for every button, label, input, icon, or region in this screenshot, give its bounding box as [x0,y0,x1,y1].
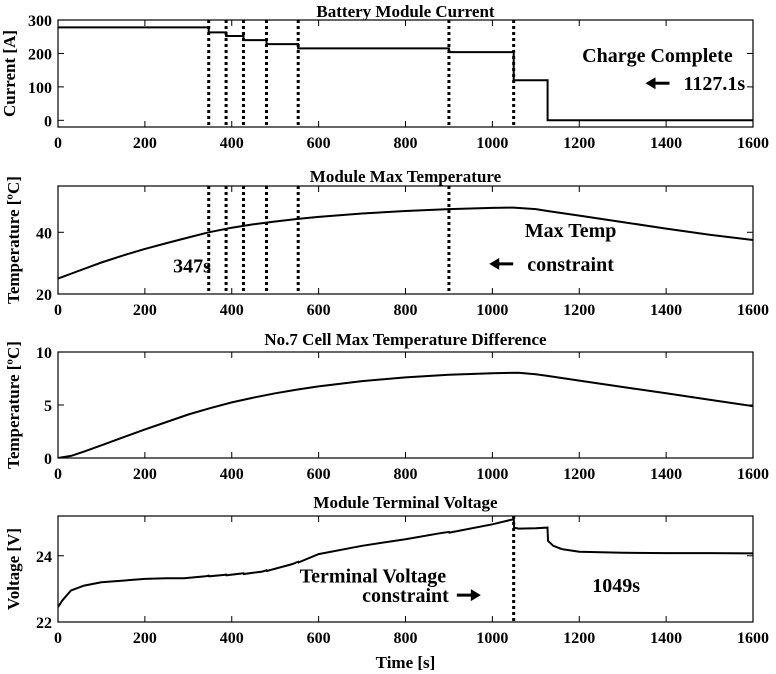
y-axis-label: Voltage [V] [4,528,23,610]
annotation-text: 347s [173,255,211,277]
y-tick-label: 300 [28,13,52,30]
annotation-text: 1049s [592,575,640,597]
y-tick-label: 40 [36,225,52,242]
series-line-0 [58,26,753,122]
x-tick-label: 1600 [737,466,769,483]
x-tick-label: 200 [133,135,157,152]
x-tick-label: 1200 [563,302,595,319]
x-tick-label: 600 [307,135,331,152]
annotation-text: constraint [362,585,449,607]
annotation-text: constraint [527,254,614,276]
x-tick-label: 1600 [737,630,769,647]
x-tick-label: 400 [220,302,244,319]
chart-title: No.7 Cell Max Temperature Difference [264,330,547,349]
x-tick-label: 0 [54,466,62,483]
series-line-0 [58,517,753,608]
y-axis-label: Temperature [ºC] [4,176,23,304]
y-tick-label: 22 [36,615,52,632]
x-tick-label: 600 [307,302,331,319]
x-tick-label: 600 [307,630,331,647]
x-tick-label: 1400 [650,630,682,647]
x-tick-label: 1000 [476,466,508,483]
y-tick-label: 20 [36,287,52,304]
x-tick-label: 1600 [737,302,769,319]
chart-title: Module Max Temperature [310,167,502,186]
y-tick-label: 100 [28,80,52,97]
y-tick-label: 0 [44,113,52,130]
x-tick-label: 1000 [476,135,508,152]
arrow-icon-head [489,257,500,270]
y-tick-label: 24 [36,549,52,566]
x-tick-label: 1400 [650,466,682,483]
x-tick-label: 1600 [737,135,769,152]
x-tick-label: 1200 [563,466,595,483]
annotation-text: 1127.1s [684,73,746,95]
arrow-icon-head [470,589,481,602]
x-tick-label: 1200 [563,630,595,647]
current-panel: Battery Module Current Current [A] 0 200 400… [0,2,769,152]
arrow-icon [645,77,670,90]
chart-title: Module Terminal Voltage [313,493,498,512]
x-tick-label: 400 [220,135,244,152]
x-tick-label: 1000 [476,630,508,647]
annotation-text: Max Temp [525,220,617,242]
axes-frame [57,19,754,128]
x-tick-label: 400 [220,630,244,647]
x-tick-label: 600 [307,466,331,483]
annotation-text: Charge Complete [582,45,733,67]
x-tick-label: 800 [394,630,418,647]
annotation-text: Terminal Voltage [300,565,447,587]
y-axis-label: Current [A] [0,30,19,117]
x-tick-label: 800 [394,302,418,319]
x-tick-label: 1200 [563,135,595,152]
x-tick-label: 0 [54,630,62,647]
x-tick-label: 1000 [476,302,508,319]
chart-title: Battery Module Current [316,2,494,21]
y-axis-label: Temperature [ºC] [4,341,23,469]
x-axis-label: Time [s] [376,653,436,672]
terminal-voltage-panel: Module Terminal Voltage Voltage [V] 0 200 40… [4,493,769,672]
x-tick-label: 200 [133,630,157,647]
series-line-0 [58,206,753,280]
arrow-icon [456,589,481,602]
x-tick-label: 1400 [650,302,682,319]
arrow-icon [489,257,514,270]
series-line-0 [58,371,753,458]
arrow-icon-head [645,77,656,90]
temperature-difference-panel: No.7 Cell Max Temperature Difference Temp… [4,330,769,483]
axes-frame [57,351,754,459]
x-tick-label: 800 [394,135,418,152]
x-tick-label: 800 [394,466,418,483]
y-tick-label: 10 [36,345,52,362]
y-tick-label: 200 [28,46,52,63]
x-tick-label: 200 [133,466,157,483]
x-tick-label: 1400 [650,135,682,152]
x-tick-label: 400 [220,466,244,483]
x-tick-label: 200 [133,302,157,319]
axes-frame [57,185,754,295]
y-tick-label: 0 [44,451,52,468]
y-tick-label: 5 [44,398,52,415]
x-tick-label: 0 [54,135,62,152]
x-tick-label: 0 [54,302,62,319]
